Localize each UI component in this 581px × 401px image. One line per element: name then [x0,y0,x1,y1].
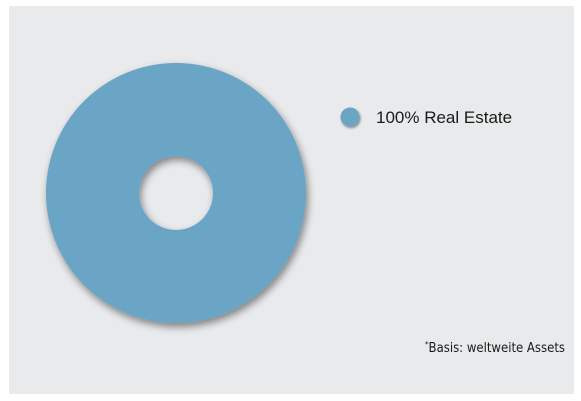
footnote: *Basis: weltweite Assets [425,340,565,356]
footnote-text: Basis: weltweite Assets [428,341,565,356]
footnote-marker: * [424,340,429,349]
donut-slices [45,62,307,324]
donut-slice-real-estate [45,62,307,324]
legend-label: 100% Real Estate [376,108,512,127]
legend: 100% Real Estate [340,107,512,127]
legend-swatch [340,107,360,127]
